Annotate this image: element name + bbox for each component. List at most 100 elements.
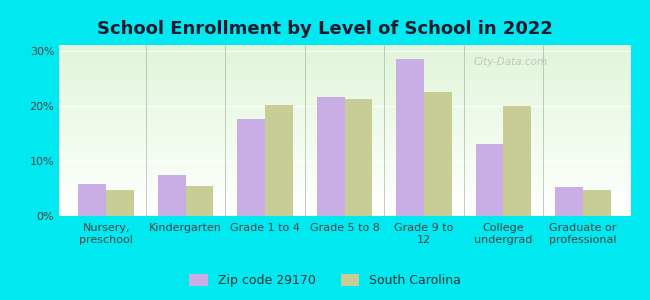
Bar: [58, 163, 630, 165]
Bar: [58, 158, 630, 160]
Bar: [58, 201, 630, 202]
Bar: [58, 170, 630, 172]
Bar: [58, 134, 630, 136]
Bar: [58, 94, 630, 96]
Bar: [58, 125, 630, 127]
Bar: [58, 168, 630, 170]
Bar: [58, 206, 630, 207]
Bar: [58, 132, 630, 134]
Bar: [58, 52, 630, 53]
Bar: [58, 124, 630, 125]
Bar: [58, 60, 630, 62]
Bar: [58, 187, 630, 189]
Bar: [58, 45, 630, 47]
Bar: [58, 196, 630, 197]
Bar: [58, 101, 630, 103]
Bar: [58, 149, 630, 151]
Bar: [58, 103, 630, 105]
Bar: [58, 197, 630, 199]
Bar: [58, 151, 630, 153]
Bar: [58, 120, 630, 122]
Bar: [58, 71, 630, 72]
Bar: [58, 142, 630, 144]
Bar: [58, 50, 630, 52]
Bar: [58, 72, 630, 74]
Text: City-Data.com: City-Data.com: [473, 57, 547, 67]
Bar: [58, 161, 630, 163]
Bar: [186, 186, 213, 216]
Legend: Zip code 29170, South Carolina: Zip code 29170, South Carolina: [185, 270, 465, 291]
Bar: [58, 136, 630, 137]
Bar: [58, 127, 630, 129]
Bar: [158, 175, 186, 216]
Bar: [58, 130, 630, 132]
Bar: [58, 100, 630, 101]
Bar: [79, 184, 106, 216]
Bar: [344, 99, 372, 216]
Bar: [58, 82, 630, 84]
Bar: [58, 177, 630, 178]
Bar: [58, 184, 630, 185]
Bar: [58, 110, 630, 112]
Bar: [58, 74, 630, 76]
Bar: [58, 93, 630, 94]
Bar: [58, 129, 630, 130]
Text: School Enrollment by Level of School in 2022: School Enrollment by Level of School in …: [97, 20, 553, 38]
Bar: [58, 76, 630, 77]
Bar: [58, 77, 630, 79]
Bar: [58, 192, 630, 194]
Bar: [58, 67, 630, 69]
Bar: [58, 141, 630, 142]
Bar: [58, 137, 630, 139]
Bar: [58, 65, 630, 67]
Bar: [58, 122, 630, 124]
Bar: [58, 194, 630, 196]
Bar: [58, 185, 630, 187]
Bar: [58, 213, 630, 214]
Bar: [58, 173, 630, 175]
Bar: [58, 139, 630, 141]
Bar: [58, 47, 630, 48]
Bar: [58, 189, 630, 190]
Bar: [476, 144, 503, 216]
Bar: [58, 178, 630, 180]
Bar: [58, 182, 630, 184]
Bar: [58, 204, 630, 206]
Bar: [58, 165, 630, 167]
Bar: [58, 167, 630, 168]
Bar: [58, 105, 630, 106]
Bar: [58, 148, 630, 149]
Bar: [58, 91, 630, 93]
Bar: [58, 156, 630, 158]
Bar: [58, 214, 630, 216]
Bar: [58, 55, 630, 57]
Bar: [58, 57, 630, 59]
Bar: [58, 144, 630, 146]
Bar: [58, 79, 630, 81]
Bar: [237, 119, 265, 216]
Bar: [58, 115, 630, 117]
Bar: [58, 153, 630, 154]
Bar: [58, 62, 630, 64]
Bar: [58, 180, 630, 182]
Bar: [424, 92, 452, 216]
Bar: [58, 98, 630, 100]
Bar: [58, 113, 630, 115]
Bar: [58, 172, 630, 173]
Bar: [58, 108, 630, 110]
Bar: [58, 64, 630, 65]
Bar: [555, 187, 583, 216]
Bar: [58, 154, 630, 156]
Bar: [58, 202, 630, 204]
Bar: [58, 59, 630, 60]
Bar: [58, 53, 630, 55]
Bar: [583, 190, 610, 216]
Bar: [58, 118, 630, 120]
Bar: [396, 59, 424, 216]
Bar: [58, 199, 630, 201]
Bar: [58, 81, 630, 82]
Bar: [58, 96, 630, 98]
Bar: [58, 209, 630, 211]
Bar: [58, 86, 630, 88]
Bar: [58, 112, 630, 113]
